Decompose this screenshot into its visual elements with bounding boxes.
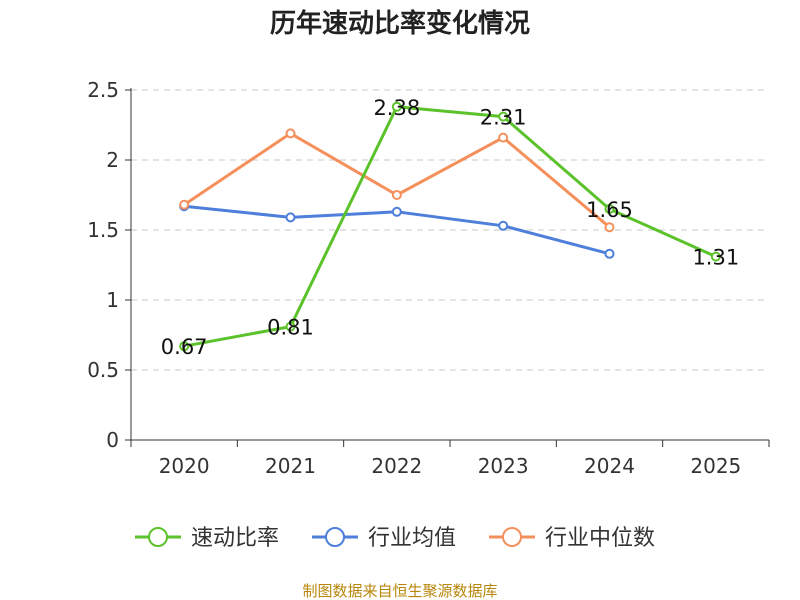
data-label: 2.38 (373, 96, 420, 120)
y-tick-label: 1.5 (87, 218, 119, 242)
y-tick-label: 1 (106, 288, 119, 312)
data-point (498, 111, 509, 122)
legend-label: 速动比率 (191, 526, 279, 551)
data-point (498, 220, 509, 231)
grid (131, 89, 769, 371)
x-tick-label: 2025 (690, 454, 741, 478)
data-point (604, 248, 615, 259)
data-label: 0.67 (161, 335, 208, 359)
legend-label: 行业均值 (368, 526, 456, 551)
data-point (604, 222, 615, 233)
data-point (391, 190, 402, 200)
data-point (179, 199, 190, 210)
data-point (498, 132, 509, 143)
data-point (391, 206, 402, 217)
data-point (285, 212, 296, 223)
data-point (604, 204, 615, 214)
y-tick-label: 0 (106, 428, 119, 452)
x-tick-label: 2023 (478, 454, 529, 478)
y-tick-label: 2 (106, 148, 119, 172)
x-tick-label: 2021 (265, 454, 316, 478)
x-tick-label: 2024 (584, 454, 635, 478)
data-point (391, 101, 402, 112)
y-axis-ticks: 0 0.5 1 1.5 2 2.5 (87, 78, 131, 452)
data-point (285, 321, 296, 332)
legend-label: 行业中位数 (545, 526, 655, 551)
legend-item-2[interactable]: 行业中位数 (489, 526, 655, 551)
legend-item-0[interactable]: 速动比率 (135, 526, 279, 551)
data-labels: 0.67 0.81 2.38 2.31 1.65 1.31 (161, 96, 739, 359)
legend-marker (502, 527, 522, 547)
chart-title: 历年速动比率变化情况 (270, 8, 530, 39)
series-group (179, 101, 721, 352)
data-point (179, 341, 190, 352)
data-label: 2.31 (480, 106, 527, 130)
x-tick-label: 2020 (159, 454, 210, 478)
source-note: 制图数据来自恒生聚源数据库 (302, 582, 497, 600)
data-label: 1.65 (586, 198, 633, 222)
series-line-0 (183, 105, 717, 348)
data-point (285, 128, 296, 139)
y-tick-label: 2.5 (87, 78, 119, 102)
legend-item-1[interactable]: 行业均值 (312, 526, 456, 551)
y-tick-label: 0.5 (87, 358, 119, 382)
legend-marker (325, 527, 345, 547)
data-point (710, 251, 721, 262)
legend-marker (148, 527, 168, 547)
x-tick-label: 2022 (371, 454, 422, 478)
data-label: 0.81 (267, 316, 314, 340)
x-axis-ticks: 2020 2021 2022 2023 2024 2025 (130, 440, 770, 478)
legend[interactable]: 速动比率 行业均值 行业中位数 (135, 526, 655, 551)
axes (130, 88, 769, 441)
data-label: 1.31 (692, 246, 739, 270)
